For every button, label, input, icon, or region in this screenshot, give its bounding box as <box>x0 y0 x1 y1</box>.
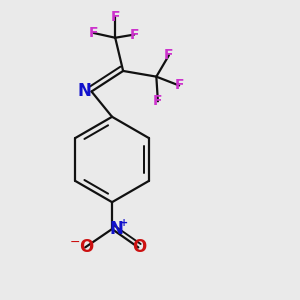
Text: F: F <box>129 28 139 42</box>
Text: F: F <box>153 94 163 108</box>
Text: O: O <box>79 238 93 256</box>
Text: N: N <box>78 82 92 100</box>
Text: −: − <box>70 236 80 249</box>
Text: F: F <box>164 48 174 62</box>
Text: F: F <box>110 10 120 24</box>
Text: F: F <box>89 26 98 40</box>
Text: F: F <box>174 79 184 92</box>
Text: N: N <box>109 220 123 238</box>
Text: +: + <box>120 218 128 228</box>
Text: O: O <box>132 238 146 256</box>
